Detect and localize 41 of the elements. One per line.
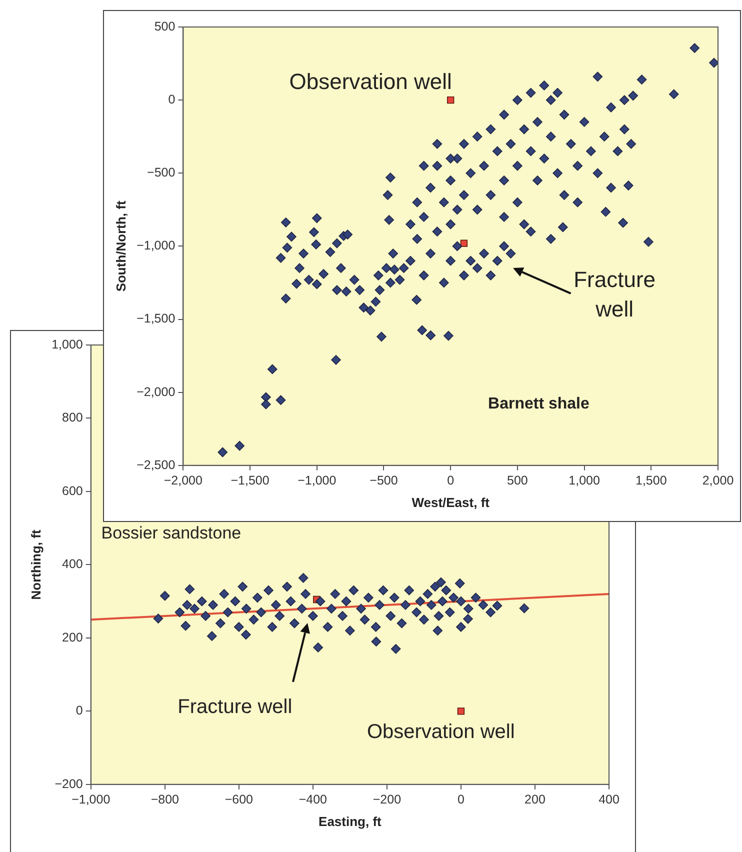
y-tick-label: 600 bbox=[62, 484, 83, 498]
x-tick-label: −2,000 bbox=[164, 473, 203, 488]
x-tick-label: 200 bbox=[524, 792, 546, 806]
annotation: Fracture well bbox=[574, 266, 656, 322]
annotation: Bossier sandstone bbox=[101, 523, 242, 542]
y-tick-label: 0 bbox=[76, 704, 83, 718]
annotation: Fracture well bbox=[178, 696, 292, 718]
y-tick-label: 200 bbox=[62, 630, 83, 644]
y-tick-label: −2,000 bbox=[136, 384, 176, 399]
x-tick-label: 1,000 bbox=[568, 473, 600, 488]
x-tick-label: 0 bbox=[447, 473, 454, 488]
x-tick-label: −800 bbox=[150, 792, 180, 806]
y-tick-label: −2,500 bbox=[136, 458, 176, 472]
y-tick-label: 0 bbox=[168, 92, 176, 107]
x-tick-label: 1,500 bbox=[636, 473, 667, 488]
annotation: Observation well bbox=[289, 69, 452, 94]
y-tick-label: −200 bbox=[54, 776, 83, 791]
x-tick-label: −400 bbox=[298, 792, 328, 806]
x-tick-label: −500 bbox=[370, 473, 398, 488]
y-tick-label: −500 bbox=[147, 166, 176, 180]
x-tick-label: −600 bbox=[224, 792, 254, 806]
y-tick-label: −1,500 bbox=[136, 312, 176, 326]
x-tick-label: −1,500 bbox=[230, 473, 270, 488]
y-tick-label: 800 bbox=[62, 410, 83, 425]
y-tick-label: 400 bbox=[62, 557, 83, 572]
annotation: Observation well bbox=[366, 721, 515, 744]
x-axis-title: West/East, ft bbox=[412, 494, 490, 510]
y-axis-title: Northing, ft bbox=[28, 529, 44, 600]
x-tick-label: 2,000 bbox=[702, 473, 734, 488]
x-tick-label: −1,000 bbox=[298, 473, 336, 488]
y-tick-label: 500 bbox=[154, 19, 176, 34]
x-axis-title: Easting, ft bbox=[318, 814, 382, 829]
annotation: Barnett shale bbox=[488, 395, 590, 412]
y-tick-label: 1,000 bbox=[52, 337, 83, 352]
x-tick-label: −1,000 bbox=[72, 792, 110, 806]
x-tick-label: 0 bbox=[457, 792, 464, 806]
x-tick-label: 400 bbox=[598, 792, 620, 806]
x-tick-label: 500 bbox=[507, 473, 528, 488]
y-axis-title: South/North, ft bbox=[113, 200, 128, 292]
x-tick-label: −200 bbox=[372, 792, 402, 806]
y-tick-label: −1,000 bbox=[136, 238, 176, 253]
